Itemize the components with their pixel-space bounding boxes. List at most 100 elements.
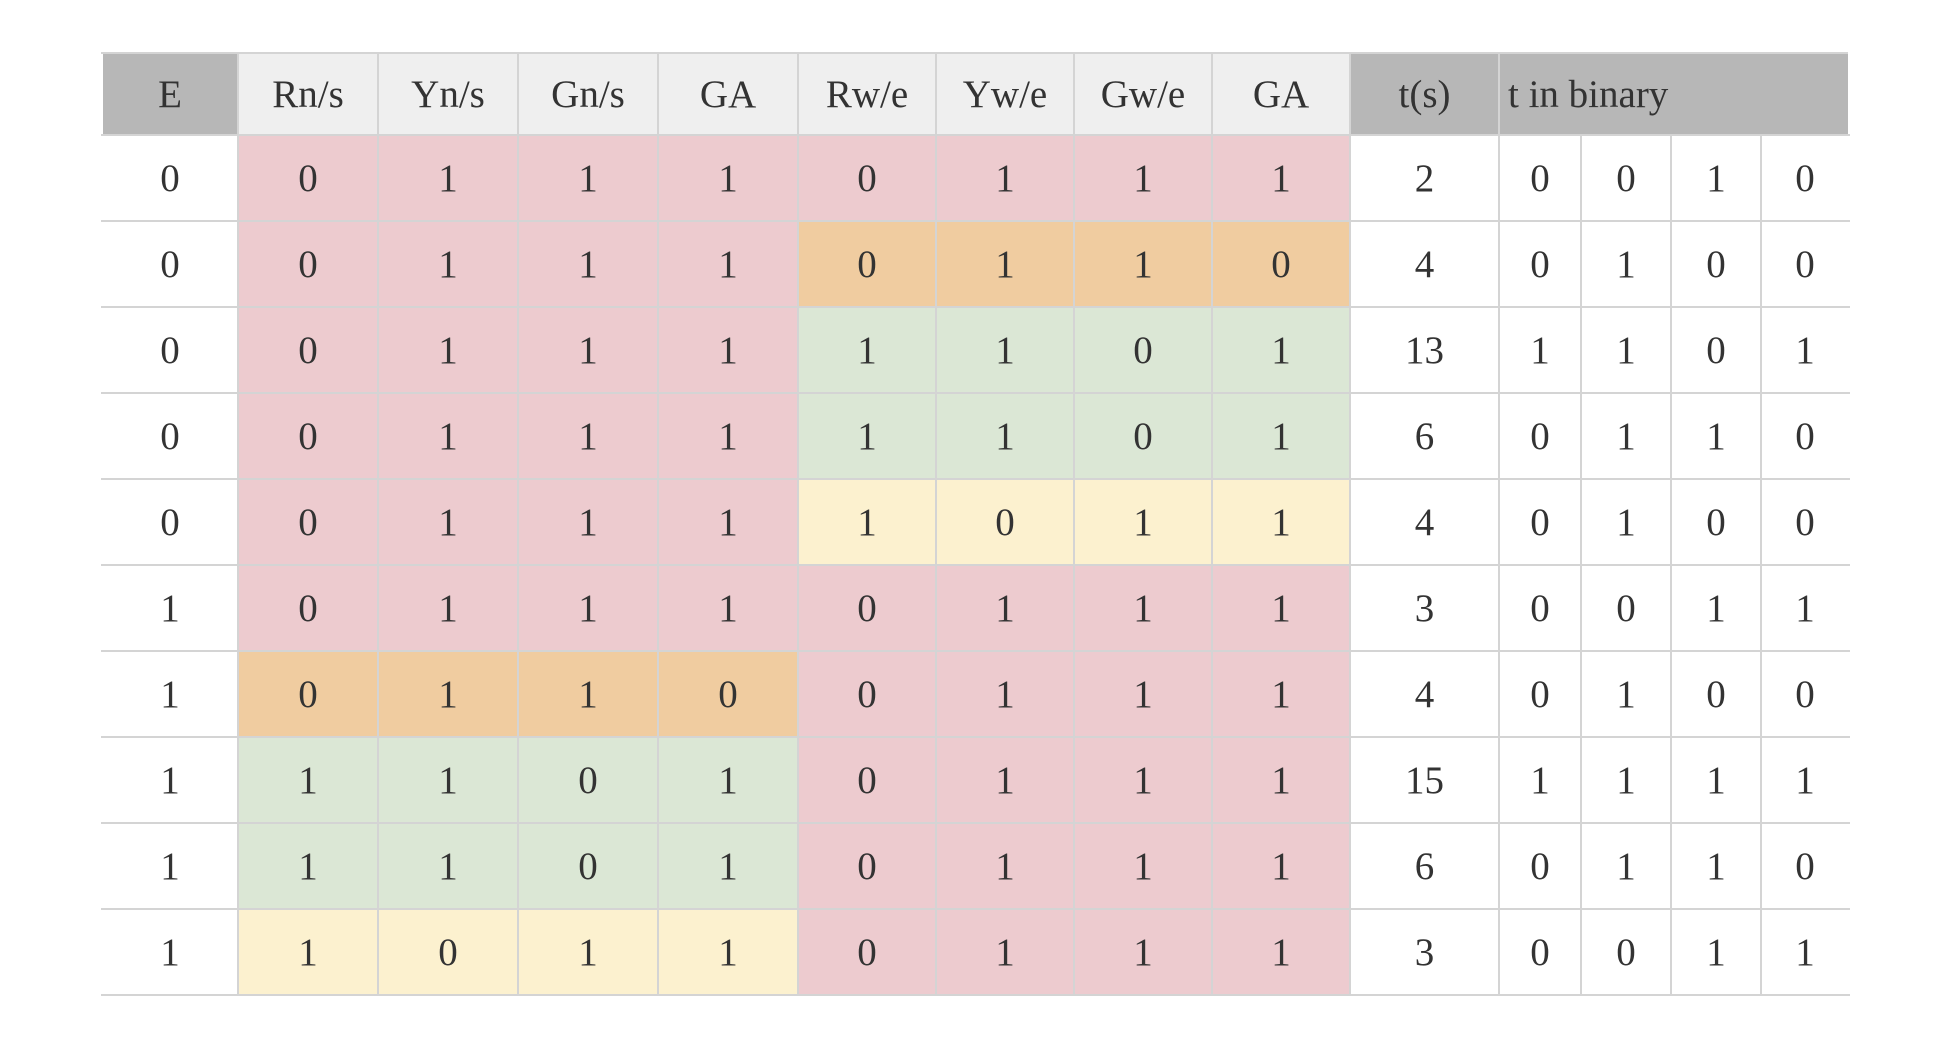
table-row: 1 1 1 0 1 0 1 1 1 15 1 1 1 1 xyxy=(101,736,1850,824)
cell-bin-bit: 0 xyxy=(1760,392,1850,480)
cell-ga-we: 1 xyxy=(1211,306,1351,394)
header-ga-we: GA xyxy=(1211,52,1351,136)
cell-ga-we: 1 xyxy=(1211,822,1351,910)
cell-ga-we: 1 xyxy=(1211,564,1351,652)
cell-bin-bit: 1 xyxy=(1670,134,1762,222)
cell-ga-ns: 1 xyxy=(657,306,799,394)
cell-ga-we: 0 xyxy=(1211,220,1351,308)
cell-bin-bit: 0 xyxy=(1498,478,1582,566)
cell-rns: 0 xyxy=(237,564,379,652)
cell-time: 3 xyxy=(1349,564,1500,652)
cell-bin-bit: 0 xyxy=(1670,220,1762,308)
header-t-binary: t in binary xyxy=(1498,52,1850,136)
cell-e: 0 xyxy=(101,134,239,222)
cell-rns: 0 xyxy=(237,650,379,738)
cell-ga-ns: 1 xyxy=(657,736,799,824)
cell-bin-bit: 0 xyxy=(1670,306,1762,394)
cell-bin-bit: 0 xyxy=(1760,478,1850,566)
cell-ga-ns: 1 xyxy=(657,134,799,222)
header-yns: Yn/s xyxy=(377,52,519,136)
cell-ga-we: 1 xyxy=(1211,392,1351,480)
cell-ywe: 1 xyxy=(935,908,1075,996)
cell-bin-bit: 0 xyxy=(1498,220,1582,308)
cell-gwe: 1 xyxy=(1073,220,1213,308)
cell-rns: 0 xyxy=(237,134,379,222)
cell-gwe: 1 xyxy=(1073,822,1213,910)
cell-ywe: 1 xyxy=(935,736,1075,824)
cell-ga-we: 1 xyxy=(1211,478,1351,566)
cell-bin-bit: 1 xyxy=(1498,306,1582,394)
cell-e: 1 xyxy=(101,736,239,824)
cell-bin-bit: 1 xyxy=(1760,306,1850,394)
cell-ga-ns: 1 xyxy=(657,220,799,308)
cell-yns: 1 xyxy=(377,392,519,480)
header-gwe: Gw/e xyxy=(1073,52,1213,136)
header-ywe: Yw/e xyxy=(935,52,1075,136)
cell-bin-bit: 1 xyxy=(1580,736,1672,824)
cell-time: 4 xyxy=(1349,478,1500,566)
cell-rwe: 0 xyxy=(797,134,937,222)
cell-bin-bit: 0 xyxy=(1760,134,1850,222)
cell-bin-bit: 0 xyxy=(1580,908,1672,996)
cell-rwe: 0 xyxy=(797,650,937,738)
header-gns: Gn/s xyxy=(517,52,659,136)
cell-time: 4 xyxy=(1349,650,1500,738)
cell-time: 2 xyxy=(1349,134,1500,222)
header-row: E Rn/s Yn/s Gn/s GA Rw/e Yw/e Gw/e GA t(… xyxy=(101,52,1850,136)
cell-gns: 1 xyxy=(517,220,659,308)
cell-yns: 1 xyxy=(377,134,519,222)
header-e: E xyxy=(101,52,239,136)
cell-ga-ns: 1 xyxy=(657,392,799,480)
cell-bin-bit: 0 xyxy=(1498,392,1582,480)
cell-time: 6 xyxy=(1349,822,1500,910)
cell-bin-bit: 1 xyxy=(1670,564,1762,652)
cell-bin-bit: 1 xyxy=(1580,220,1672,308)
cell-rwe: 0 xyxy=(797,220,937,308)
cell-rwe: 0 xyxy=(797,736,937,824)
header-time: t(s) xyxy=(1349,52,1500,136)
cell-yns: 1 xyxy=(377,564,519,652)
cell-yns: 0 xyxy=(377,908,519,996)
cell-e: 1 xyxy=(101,564,239,652)
cell-bin-bit: 1 xyxy=(1670,908,1762,996)
cell-gns: 1 xyxy=(517,478,659,566)
table-body: 0 0 1 1 1 0 1 1 1 2 0 0 1 0 0 0 1 1 1 0 1 1 0 4 0 1 0 0 0 0 1 1 1 1 1 0 1 13 1… xyxy=(101,134,1850,996)
cell-yns: 1 xyxy=(377,650,519,738)
cell-ywe: 1 xyxy=(935,650,1075,738)
cell-rns: 0 xyxy=(237,306,379,394)
cell-gns: 1 xyxy=(517,306,659,394)
cell-time: 4 xyxy=(1349,220,1500,308)
cell-ga-we: 1 xyxy=(1211,650,1351,738)
cell-gwe: 1 xyxy=(1073,134,1213,222)
cell-rns: 1 xyxy=(237,822,379,910)
cell-gwe: 0 xyxy=(1073,392,1213,480)
cell-ga-we: 1 xyxy=(1211,736,1351,824)
cell-gwe: 1 xyxy=(1073,908,1213,996)
cell-rns: 1 xyxy=(237,736,379,824)
cell-rns: 0 xyxy=(237,392,379,480)
cell-yns: 1 xyxy=(377,822,519,910)
header-rns: Rn/s xyxy=(237,52,379,136)
cell-ga-ns: 1 xyxy=(657,478,799,566)
cell-rwe: 1 xyxy=(797,306,937,394)
table-row: 0 0 1 1 1 1 1 0 1 13 1 1 0 1 xyxy=(101,306,1850,394)
cell-gns: 1 xyxy=(517,908,659,996)
cell-ywe: 1 xyxy=(935,134,1075,222)
cell-yns: 1 xyxy=(377,306,519,394)
cell-time: 13 xyxy=(1349,306,1500,394)
cell-e: 1 xyxy=(101,650,239,738)
cell-bin-bit: 0 xyxy=(1670,478,1762,566)
cell-e: 1 xyxy=(101,908,239,996)
cell-e: 1 xyxy=(101,822,239,910)
cell-ywe: 1 xyxy=(935,392,1075,480)
cell-ga-ns: 1 xyxy=(657,908,799,996)
cell-bin-bit: 0 xyxy=(1670,650,1762,738)
truth-table-container: E Rn/s Yn/s Gn/s GA Rw/e Yw/e Gw/e GA t(… xyxy=(101,52,1850,996)
cell-bin-bit: 1 xyxy=(1760,564,1850,652)
cell-e: 0 xyxy=(101,220,239,308)
cell-yns: 1 xyxy=(377,478,519,566)
